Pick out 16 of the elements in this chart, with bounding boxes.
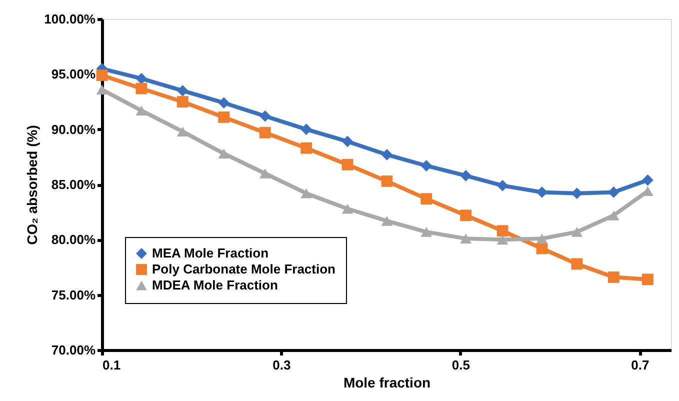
legend-label: Poly Carbonate Mole Fraction bbox=[152, 262, 336, 276]
x-tick-label: 0.1 bbox=[102, 358, 121, 372]
x-tick-label: 0.5 bbox=[452, 358, 470, 372]
y-axis-title: CO₂ absorbed (%) bbox=[24, 125, 40, 245]
y-tick-label: 100.00% bbox=[44, 12, 96, 26]
x-axis-title: Mole fraction bbox=[343, 374, 431, 390]
legend-label: MDEA Mole Fraction bbox=[152, 278, 278, 292]
y-tick-label: 85.00% bbox=[51, 177, 96, 192]
y-tick-label: 95.00% bbox=[51, 66, 96, 82]
y-tick-label: 75.00% bbox=[51, 287, 96, 302]
y-tick-label: 80.00% bbox=[51, 232, 96, 248]
x-tick-label: 0.3 bbox=[272, 358, 291, 372]
legend-label: MEA Mole Fraction bbox=[152, 246, 269, 260]
x-tick-label: 0.7 bbox=[631, 358, 650, 372]
y-tick-label: 70.00% bbox=[51, 342, 96, 358]
y-tick-label: 90.00% bbox=[51, 122, 96, 137]
